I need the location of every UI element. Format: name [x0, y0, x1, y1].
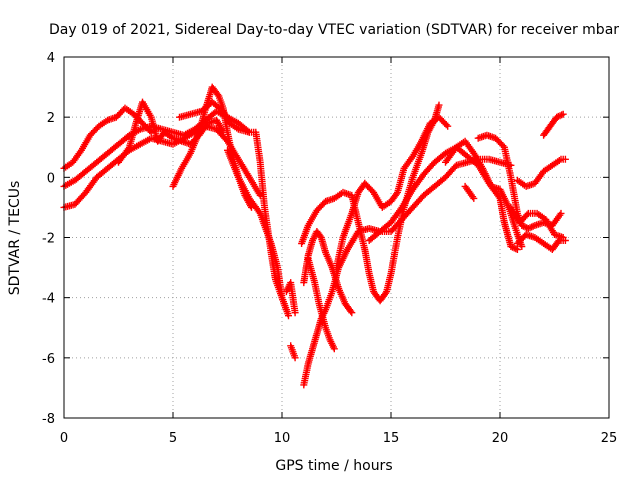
data-point [470, 194, 478, 202]
data-point [291, 354, 299, 362]
x-tick-label: 0 [60, 431, 68, 446]
y-tick-label: -8 [42, 412, 55, 427]
data-point [347, 307, 355, 315]
data-marks [60, 83, 569, 389]
y-tick-label: 2 [47, 111, 55, 126]
data-point [442, 121, 450, 129]
data-point [528, 223, 536, 231]
data-point [561, 155, 569, 163]
data-point [291, 309, 299, 317]
data-point [523, 211, 531, 219]
x-tick-label: 5 [169, 431, 177, 446]
data-point [124, 145, 132, 153]
x-tick-label: 10 [274, 431, 291, 446]
data-point [554, 238, 562, 246]
data-point [507, 243, 515, 250]
data-point [518, 243, 526, 250]
data-point [255, 208, 263, 216]
data-point [282, 306, 290, 314]
y-tick-label: -4 [42, 292, 55, 307]
y-tick-label: 0 [47, 171, 55, 186]
data-point [513, 246, 521, 253]
data-point [553, 113, 561, 121]
axis-ticks: 0 5 10 15 20 25 -8 -6 -4 -2 0 2 4 [42, 51, 617, 446]
y-axis-label: SDTVAR / TECUs [7, 181, 23, 296]
data-point [559, 234, 567, 241]
x-tick-label: 15 [383, 431, 400, 446]
x-axis-label: GPS time / hours [275, 458, 392, 474]
chart-title: Day 019 of 2021, Sidereal Day-to-day VTE… [49, 22, 619, 38]
data-point [556, 112, 564, 120]
data-point [330, 345, 338, 353]
y-tick-label: -6 [42, 352, 55, 367]
x-tick-label: 20 [492, 431, 509, 446]
data-point [348, 309, 356, 317]
data-point [382, 289, 390, 297]
data-point [510, 244, 518, 252]
grid [64, 57, 609, 418]
data-point [558, 111, 566, 119]
data-point [393, 190, 400, 198]
data-point [557, 209, 565, 217]
y-tick-label: 4 [47, 51, 55, 66]
data-point [444, 122, 452, 130]
y-tick-label: -2 [42, 232, 55, 247]
data-point [559, 110, 567, 118]
data-point [285, 312, 292, 320]
data-point [499, 142, 507, 150]
data-point [435, 101, 443, 109]
x-tick-label: 25 [601, 431, 618, 446]
